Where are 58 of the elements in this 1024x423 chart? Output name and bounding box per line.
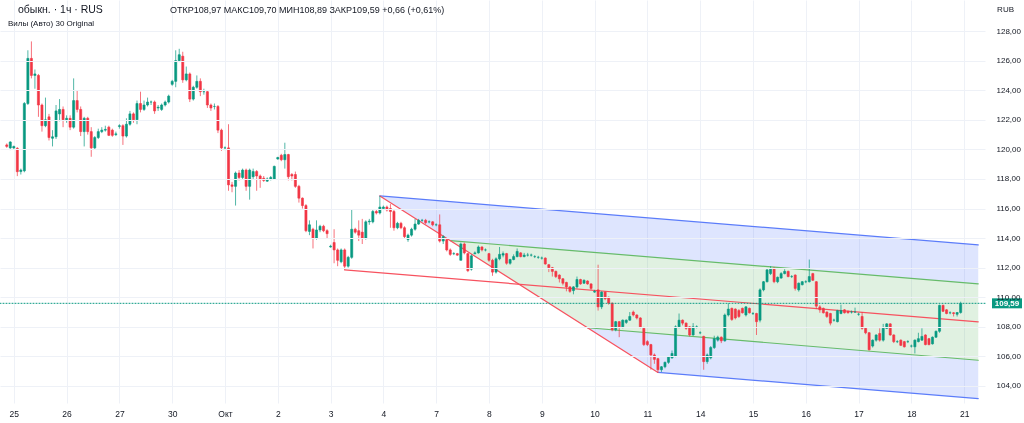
y-tick-label: 120,00 bbox=[996, 144, 1022, 154]
candlestick bbox=[156, 104, 160, 112]
candlestick bbox=[121, 123, 125, 146]
x-tick-label: 10 bbox=[590, 408, 601, 419]
x-tick-label: 15 bbox=[748, 408, 759, 419]
x-tick-label: 4 bbox=[381, 408, 387, 419]
candlestick bbox=[47, 113, 51, 141]
x-tick-label: 2 bbox=[275, 408, 281, 419]
x-tick-label: 18 bbox=[907, 408, 917, 419]
x-tick-label: 7 bbox=[434, 408, 440, 419]
candlestick bbox=[287, 153, 290, 181]
x-tick-label: 14 bbox=[695, 408, 706, 419]
annotation: Вилы (Авто) 30 Original bbox=[8, 19, 95, 28]
annotation: ОТКР108,97 МАКС109,70 МИН108,89 ЗАКР109,59 +0,66 (+0,61%) bbox=[170, 5, 445, 15]
x-tick-label: 8 bbox=[487, 408, 493, 419]
candlestick bbox=[82, 116, 86, 147]
text: RUB bbox=[997, 5, 1014, 14]
candlestick bbox=[501, 250, 505, 258]
candlestick bbox=[360, 218, 364, 245]
candlestick bbox=[44, 97, 47, 128]
x-tick-label: 30 bbox=[167, 408, 178, 419]
x-tick-label: 26 bbox=[62, 408, 73, 419]
candlestick bbox=[325, 228, 329, 239]
y-tick-label: 106,00 bbox=[996, 351, 1022, 361]
candlestick bbox=[311, 227, 315, 249]
candlestick bbox=[139, 91, 142, 113]
candlestick bbox=[357, 219, 361, 242]
candlestick bbox=[33, 69, 37, 90]
candlestick bbox=[30, 40, 33, 79]
x-tick-label: 17 bbox=[854, 408, 865, 419]
x-tick-label: 3 bbox=[328, 408, 334, 419]
candlestick bbox=[920, 327, 924, 342]
x-tick-label: 16 bbox=[801, 408, 812, 419]
candlestick bbox=[315, 219, 318, 241]
x-tick-label: Окт bbox=[218, 408, 233, 419]
candlestick bbox=[61, 105, 65, 128]
y-tick-label: 112,00 bbox=[996, 263, 1021, 273]
y-tick-label: 122,00 bbox=[996, 115, 1022, 125]
y-tick-label: 114,00 bbox=[996, 233, 1021, 243]
candlestick bbox=[149, 100, 153, 106]
x-tick-label: 25 bbox=[9, 408, 20, 419]
y-tick-label: 124,00 bbox=[996, 85, 1022, 95]
x-tick-label: 11 bbox=[643, 408, 653, 419]
x-tick-label: 21 bbox=[959, 408, 970, 419]
y-tick-label: 118,00 bbox=[996, 174, 1021, 184]
candlestick bbox=[389, 203, 392, 229]
candlestick bbox=[283, 142, 287, 170]
candlestick bbox=[234, 171, 237, 207]
y-tick-label: 104,00 bbox=[996, 381, 1022, 391]
y-tick-label: 116,00 bbox=[996, 204, 1021, 214]
candlestick bbox=[114, 131, 118, 137]
candlestick bbox=[135, 100, 139, 125]
y-tick-label: 126,00 bbox=[996, 56, 1022, 66]
y-tick-label: 108,00 bbox=[996, 322, 1022, 332]
y-tick-label: 128,00 bbox=[996, 26, 1022, 36]
chart-title: обыкн. · 1ч · RUS bbox=[18, 3, 103, 15]
x-tick-label: 27 bbox=[115, 408, 125, 419]
x-tick-label: 9 bbox=[539, 408, 545, 419]
